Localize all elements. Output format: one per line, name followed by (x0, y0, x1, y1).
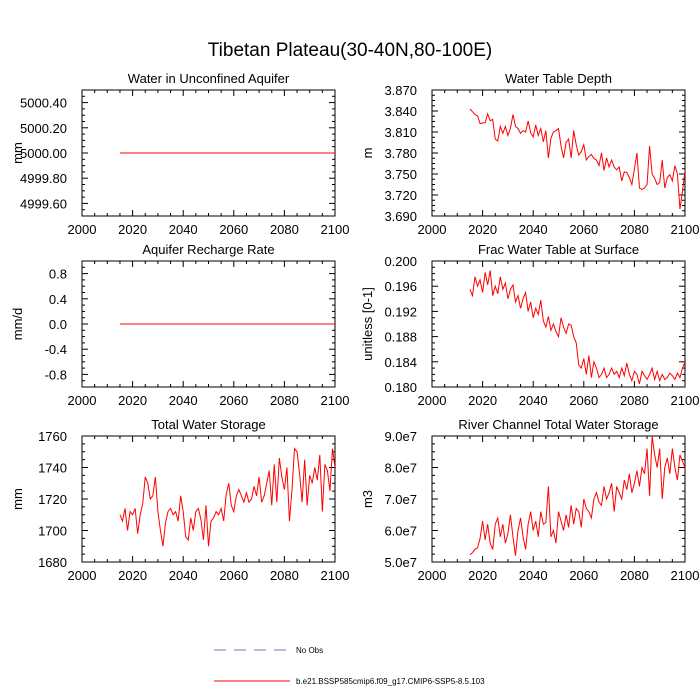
y-tick-label: 0.4 (49, 292, 67, 307)
x-tick-label: 2040 (169, 393, 198, 408)
x-tick-label: 2080 (270, 222, 299, 237)
x-tick-label: 2100 (321, 393, 350, 408)
y-tick-label: 3.840 (384, 104, 417, 119)
y-tick-label: 7.0e7 (384, 492, 417, 507)
x-tick-label: 2060 (569, 568, 598, 583)
figure-title: Tibetan Plateau(30-40N,80-100E) (208, 40, 492, 61)
y-tick-label: 8.0e7 (384, 461, 417, 476)
y-axis-label: mm/d (10, 308, 25, 341)
y-tick-label: 1740 (38, 461, 67, 476)
x-tick-label: 2020 (118, 222, 147, 237)
x-tick-label: 2080 (620, 222, 649, 237)
y-tick-label: 3.810 (384, 125, 417, 140)
chart-panel-4: Total Water Storage mm 2000 2020 2040 2060 208… (10, 417, 350, 583)
panels: Water in Unconfined Aquifer mm 2000 2020 204… (10, 71, 700, 583)
series-line (119, 447, 335, 547)
x-tick-label: 2060 (219, 222, 248, 237)
legend-model-label: b.e21.BSSP585cmip6.f09_g17.CMIP6-SSP5-8.… (296, 677, 485, 686)
chart-panel-0: Water in Unconfined Aquifer mm 2000 2020 204… (10, 71, 349, 237)
y-tick-label: 3.780 (384, 146, 417, 161)
legend: No Obs b.e21.BSSP585cmip6.f09_g17.CMIP6-… (214, 646, 485, 686)
y-tick-label: 0.8 (49, 267, 67, 282)
chart-panel-3: Frac Water Table at Surface unitless [0-1… (360, 242, 699, 408)
x-tick-label: 2060 (219, 393, 248, 408)
y-tick-label: 6.0e7 (384, 524, 417, 539)
panel-title: Total Water Storage (151, 417, 265, 432)
x-tick-label: 2080 (270, 393, 299, 408)
y-axis-label: mm (10, 142, 25, 164)
y-tick-label: 3.720 (384, 188, 417, 203)
series-line (469, 270, 685, 384)
y-tick-label: -0.4 (45, 342, 67, 357)
y-axis-label: mm (10, 488, 25, 510)
x-tick-label: 2020 (118, 393, 147, 408)
y-tick-label: 3.690 (384, 209, 417, 224)
y-tick-label: 5.0e7 (384, 555, 417, 570)
y-tick-label: 5000.40 (20, 96, 67, 111)
x-tick-label: 2040 (519, 393, 548, 408)
x-tick-label: 2060 (569, 393, 598, 408)
x-tick-label: 2100 (671, 222, 700, 237)
y-tick-label: 0.188 (384, 330, 417, 345)
panel-title: Water in Unconfined Aquifer (128, 71, 290, 86)
legend-obs-label: No Obs (296, 646, 323, 655)
x-tick-label: 2000 (418, 393, 447, 408)
x-tick-label: 2000 (418, 568, 447, 583)
y-tick-label: 0.200 (384, 254, 417, 269)
series-line (469, 108, 685, 210)
panel-title: River Channel Total Water Storage (458, 417, 658, 432)
y-tick-label: 9.0e7 (384, 429, 417, 444)
x-tick-label: 2100 (321, 568, 350, 583)
x-tick-label: 2080 (620, 568, 649, 583)
y-tick-label: 0.180 (384, 380, 417, 395)
x-tick-label: 2000 (418, 222, 447, 237)
y-tick-label: 4999.60 (20, 196, 67, 211)
panel-title: Water Table Depth (505, 71, 612, 86)
x-tick-label: 2020 (468, 393, 497, 408)
y-tick-label: 0.196 (384, 279, 417, 294)
x-tick-label: 2020 (118, 568, 147, 583)
x-tick-label: 2100 (671, 568, 700, 583)
panel-title: Frac Water Table at Surface (478, 242, 639, 257)
x-tick-label: 2100 (321, 222, 350, 237)
x-tick-label: 2000 (68, 222, 97, 237)
series-line (469, 436, 685, 556)
y-tick-label: 0.184 (384, 355, 417, 370)
y-tick-label: 3.750 (384, 167, 417, 182)
y-tick-label: 3.870 (384, 83, 417, 98)
x-tick-label: 2000 (68, 568, 97, 583)
y-tick-label: 1680 (38, 555, 67, 570)
y-tick-label: 0.192 (384, 304, 417, 319)
x-tick-label: 2020 (468, 222, 497, 237)
x-tick-label: 2080 (620, 393, 649, 408)
y-axis-label: m3 (360, 490, 375, 508)
y-tick-label: 5000.00 (20, 146, 67, 161)
y-tick-label: 1700 (38, 524, 67, 539)
x-tick-label: 2100 (671, 393, 700, 408)
x-tick-label: 2040 (519, 568, 548, 583)
x-tick-label: 2060 (219, 568, 248, 583)
y-tick-label: 4999.80 (20, 171, 67, 186)
x-tick-label: 2040 (169, 568, 198, 583)
x-tick-label: 2020 (468, 568, 497, 583)
panel-title: Aquifer Recharge Rate (142, 242, 274, 257)
x-tick-label: 2080 (270, 568, 299, 583)
y-tick-label: 0.0 (49, 317, 67, 332)
x-tick-label: 2040 (519, 222, 548, 237)
x-tick-label: 2060 (569, 222, 598, 237)
y-tick-label: 1720 (38, 492, 67, 507)
plot-frame (431, 260, 686, 388)
y-tick-label: 5000.20 (20, 121, 67, 136)
chart-panel-2: Aquifer Recharge Rate mm/d 2000 2020 2040 206… (10, 242, 349, 408)
y-tick-label: 1760 (38, 429, 67, 444)
x-tick-label: 2040 (169, 222, 198, 237)
chart-panel-1: Water Table Depth m 2000 2020 2040 2060 2080 21… (360, 71, 700, 237)
y-axis-label: unitless [0-1] (360, 287, 375, 361)
y-tick-label: -0.8 (45, 367, 67, 382)
x-tick-label: 2000 (68, 393, 97, 408)
chart-panel-5: River Channel Total Water Storage m3 2000 2… (360, 417, 700, 583)
y-axis-label: m (360, 148, 375, 159)
